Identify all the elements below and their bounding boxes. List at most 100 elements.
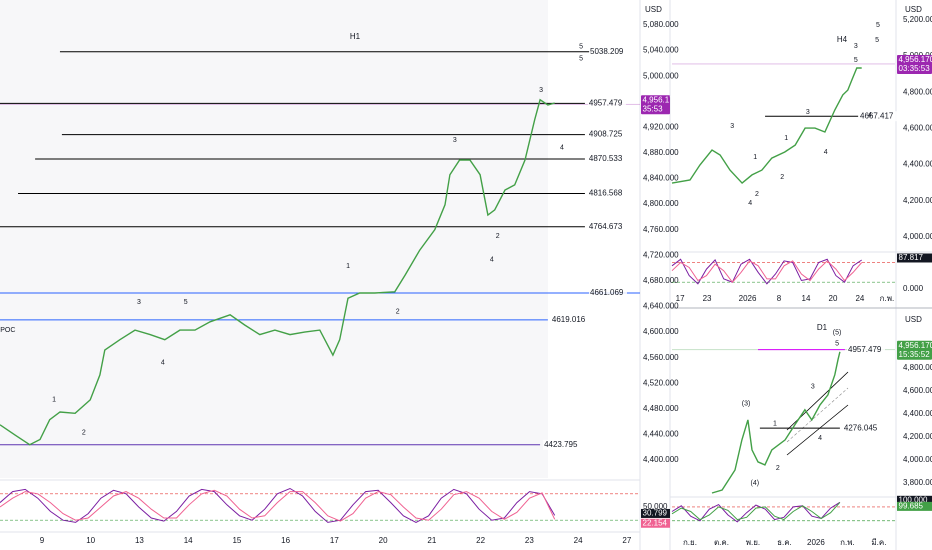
channel-line [786,387,849,443]
wave-label: 3 [730,123,734,130]
y-tick-label: 5,000.000 [643,71,679,80]
wave-label: (5) [833,330,842,337]
level-label: 4661.069 [590,288,624,297]
level-label: 4276.045 [844,423,878,432]
y-tick-label: 4,400.000 [903,409,932,418]
wave-label: 3 [539,87,543,94]
wave-label: 5 [579,44,583,51]
y-tick-label: 4,800.000 [903,87,932,96]
price-badge-value: 4,956.170 [643,95,679,104]
wave-label: 1 [773,421,777,428]
level-label: 4423.795 [544,440,578,449]
axis-unit: USD [905,5,922,14]
price-badge [897,340,932,360]
x-tick-label: 27 [622,536,631,545]
wave-label: 1 [784,135,788,142]
level-label: 4619.016 [552,315,586,324]
wave-label: 2 [776,465,780,472]
y-tick-label: 4,720.000 [643,250,679,259]
level-label-bg [587,98,626,109]
x-tick-label: 14 [802,294,811,303]
price-line [671,67,862,185]
y-tick-label: 4,920.000 [643,122,679,131]
y-tick-label: 4,000.000 [903,455,932,464]
x-tick-label: 17 [676,294,685,303]
y-tick-label: 5,200.000 [903,15,932,24]
level-label-bg [587,153,626,164]
y-tick-label: 4,560.000 [643,353,679,362]
level-label: 4957.479 [589,98,623,107]
x-tick-label: 8 [777,294,782,303]
y-tick-label: 4,200.000 [903,432,932,441]
level-label: 4870.533 [589,154,623,163]
x-tick-label: มี.ค. [871,538,886,547]
price-line [0,98,555,446]
wave-label: 4 [868,112,872,119]
wave-label: 3 [806,109,810,116]
osc-line [671,502,841,521]
level-label-bg [859,111,897,122]
level-label: 4957.479 [848,345,882,354]
y-tick-label: 4,600.000 [903,386,932,395]
wave-label: 5 [876,22,880,29]
wave-label: 3 [453,137,457,144]
wave-label: POC [0,327,15,334]
y-tick-label: 4,600.000 [903,124,932,133]
wave-label: 4 [818,435,822,442]
osc-line [671,501,841,523]
y-tick-label: 4,680.000 [643,276,679,285]
osc-badge-value: 22.154 [643,518,668,527]
wave-label: (4) [751,480,760,487]
level-label-bg [847,344,885,355]
x-tick-label: 15 [232,536,241,545]
y-tick-label: 4,840.000 [643,174,679,183]
level-label: 4764.673 [589,222,623,231]
y-tick-label: 4,800.000 [903,363,932,372]
osc-badge-value: 30.799 [643,509,668,518]
x-tick-label: 14 [184,536,193,545]
wave-label: 4 [824,149,828,156]
x-tick-label: ก.ย. [683,538,697,547]
osc-badge [897,501,932,511]
x-tick-label: 2026 [807,538,825,547]
x-tick-label: 24 [574,536,583,545]
x-tick-label: 13 [135,536,144,545]
y-tick-label: 4,000.000 [903,232,932,241]
y-tick-label: 4,520.000 [643,378,679,387]
x-tick-label: 17 [330,536,339,545]
channel-line [786,404,849,456]
price-badge-value: 4,956.170 [899,55,932,64]
level-label-bg [589,46,627,57]
level-label-bg [587,188,626,199]
x-tick-label: 16 [281,536,290,545]
level-label: 5038.209 [590,47,624,56]
x-tick-label: 23 [525,536,534,545]
osc-badge [641,518,670,528]
level-label-bg [587,129,626,140]
wave-label: 2 [396,308,400,315]
price-line [711,351,841,494]
y-tick-label: 4,480.000 [643,404,679,413]
osc-tick-label: 50.000 [643,502,668,511]
osc-badge [641,508,670,518]
osc-badge [897,495,932,505]
x-tick-label: 2026 [739,294,757,303]
price-badge [897,54,932,74]
wave-label: 4 [161,360,165,367]
panel-title: H4 [837,35,848,44]
x-tick-label: 20 [379,536,388,545]
price-badge-countdown: 35:53 [643,104,664,113]
x-tick-label: 23 [703,294,712,303]
wave-label: 5 [184,299,188,306]
y-tick-label: 4,400.000 [903,160,932,169]
x-tick-label: พ.ย. [746,538,760,547]
x-tick-label: ก.พ. [880,294,895,303]
panel-title: D1 [817,323,828,332]
level-label: 4816.568 [589,189,623,198]
y-tick-label: 4,440.000 [643,430,679,439]
osc-badge [897,253,932,263]
wave-label: 4 [560,145,564,152]
x-tick-label: ต.ค. [714,538,729,547]
y-tick-label: 5,080.000 [643,20,679,29]
